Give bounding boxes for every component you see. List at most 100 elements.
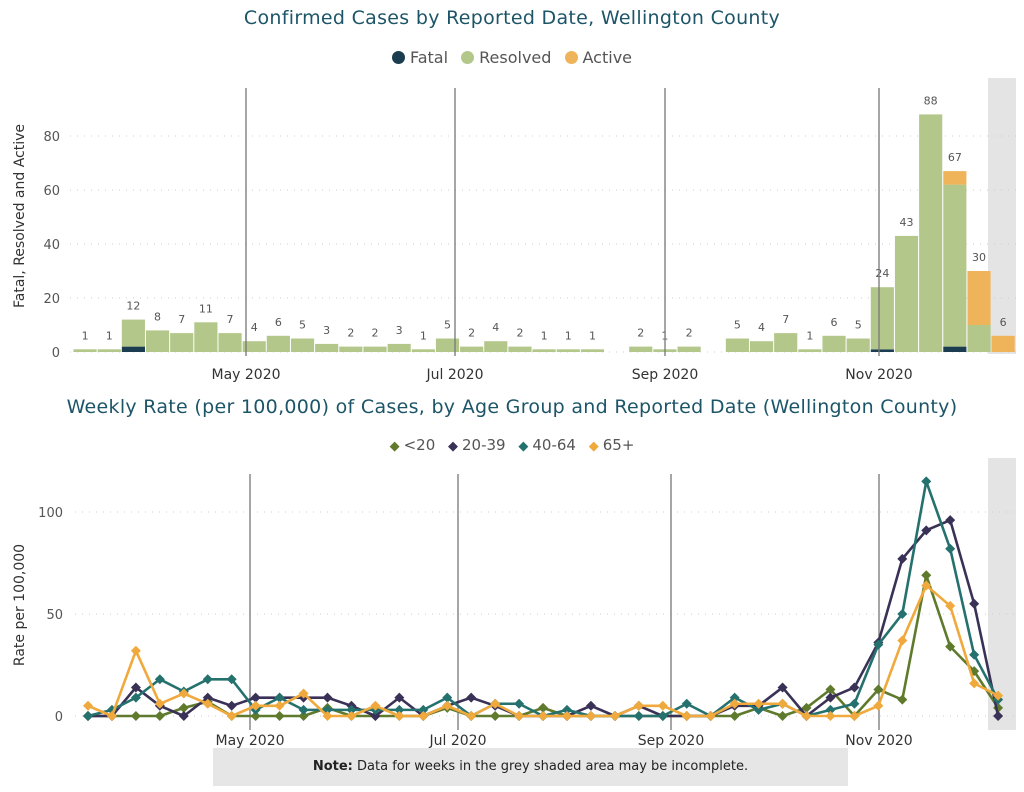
data-point-40-64 [873,639,884,650]
legend-item-65-plus[interactable]: ◆ 65+ [589,436,635,454]
data-point-20-39 [945,515,956,526]
data-point-65-plus [322,711,333,721]
data-label: 2 [516,327,523,340]
data-point-40-64 [154,674,165,685]
legend-marker-icon [391,51,405,64]
bar-fatal [943,346,967,352]
bar-resolved [73,349,97,352]
bar-resolved [967,325,991,352]
legend-item-active[interactable]: Active [564,48,632,67]
data-label: 24 [875,267,889,280]
bar-resolved [774,333,798,352]
legend-item-40-64[interactable]: ◆ 40-64 [518,436,576,454]
data-point-20-39 [202,692,213,703]
data-point-65-plus [490,698,501,709]
bar-resolved [749,341,774,352]
data-point-65-plus [346,711,357,721]
bar-resolved [798,349,822,352]
data-point-65-plus [226,711,237,721]
data-point-65-plus [106,711,117,721]
data-point-65-plus [562,711,572,721]
data-label: 30 [972,251,986,264]
legend-item-20-39[interactable]: ◆ 20-39 [448,436,506,454]
bar-resolved [145,330,170,352]
data-label: 6 [831,316,838,329]
data-point-20-39 [585,700,596,711]
bar-resolved [387,343,411,352]
legend-label: Resolved [479,48,552,67]
data-point-40-64 [274,692,285,703]
data-point-20-39 [370,711,381,721]
bar-resolved [218,333,242,352]
data-label: 3 [396,324,403,337]
data-point-40-64 [825,704,836,715]
data-label: 1 [589,329,596,342]
legend-item-resolved[interactable]: Resolved [461,48,551,67]
data-point-under-20 [130,711,141,721]
data-label: 5 [734,319,741,332]
data-point-65-plus [753,698,764,709]
data-label: 7 [782,313,789,326]
x-tick-label: Sep 2020 [632,367,698,383]
data-point-20-39 [921,525,932,536]
data-label: 67 [948,151,962,164]
bar-fatal [121,346,145,352]
data-point-40-64 [346,704,357,715]
data-point-65-plus [705,711,716,721]
bar-resolved [846,338,870,352]
y-tick-label: 80 [43,130,60,145]
data-point-65-plus [825,711,836,721]
data-label: 1 [541,329,548,342]
x-tick-label: Sep 2020 [638,733,704,749]
data-label: 8 [154,310,161,323]
bar-resolved [870,287,894,350]
bar-resolved [556,349,580,352]
x-tick-label: May 2020 [215,733,284,749]
data-label: 1 [82,329,89,342]
data-label: 4 [251,321,258,334]
data-label: 3 [323,324,330,337]
data-point-20-39 [825,692,836,703]
data-point-40-64 [945,543,956,554]
data-point-under-20 [921,570,932,581]
data-point-40-64 [969,649,980,660]
data-point-65-plus [777,698,788,709]
y-tick-label: 50 [46,608,63,623]
data-label: 2 [686,327,693,340]
data-point-40-64 [657,711,668,721]
legend-label: Fatal [409,48,449,67]
bar-resolved [943,184,967,347]
data-point-under-20 [538,702,549,713]
data-point-40-64 [394,704,405,715]
data-label: 5 [299,319,306,332]
data-point-20-39 [130,682,141,693]
bar-resolved [532,349,556,352]
bar-resolved [170,333,194,352]
data-point-20-39 [226,700,237,711]
legend-item-fatal[interactable]: Fatal [391,48,449,67]
data-label: 4 [492,321,499,334]
bar-resolved [629,346,653,352]
data-point-40-64 [130,692,141,703]
data-point-under-20 [729,711,740,721]
legend-label: 65+ [602,436,635,454]
bar-active [967,271,991,325]
note-text: Data for weeks in the grey shaded area m… [352,759,749,774]
legend-item-under-20[interactable]: ◆ <20 [390,436,436,454]
note-label: Note: [312,759,353,774]
data-point-20-39 [849,682,860,693]
incomplete-shading [988,78,1016,354]
data-label: 7 [178,313,185,326]
bar-resolved [315,343,339,352]
data-label: 2 [468,327,475,340]
data-point-40-64 [442,692,453,703]
data-point-40-64 [562,704,572,715]
data-point-20-39 [178,711,189,721]
data-label: 5 [444,319,451,332]
bar-resolved [363,346,387,352]
data-label: 2 [637,327,644,340]
data-point-40-64 [849,698,860,709]
diamond-icon: ◆ [389,439,400,454]
bar-resolved [894,235,919,352]
data-label: 6 [275,316,282,329]
